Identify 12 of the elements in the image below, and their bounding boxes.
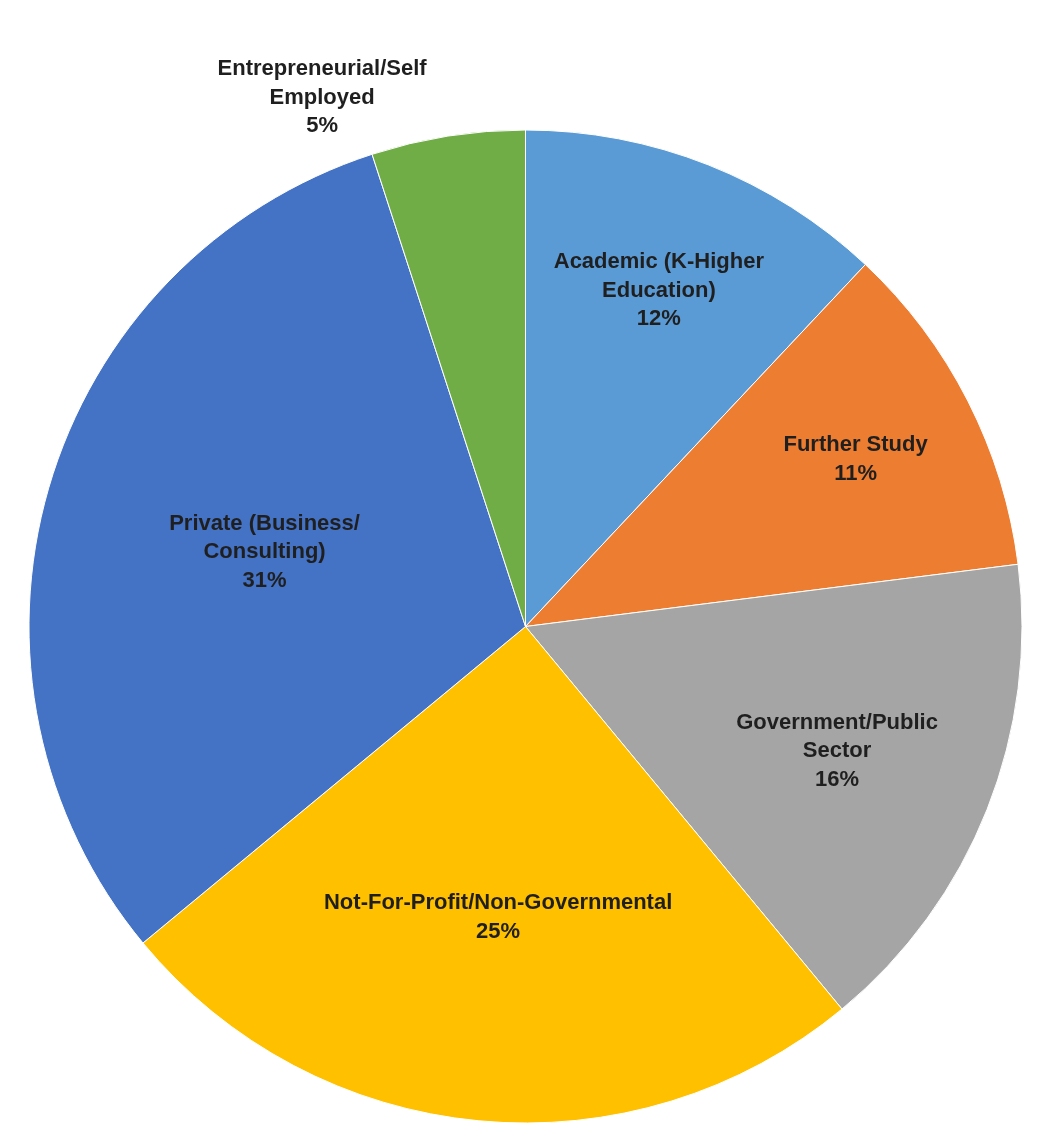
- slice-label: Entrepreneurial/Self Employed: [217, 54, 428, 109]
- slice-label: Government/Public Sector: [736, 708, 938, 763]
- data-label: 12%: [636, 305, 681, 331]
- slice-label: Not-For-Profit/Non-Governmental: [323, 889, 673, 915]
- data-label: 11%: [834, 459, 877, 485]
- slice-label: Further Study: [783, 431, 929, 457]
- slice-label: Private (Business/ Consulting): [169, 509, 360, 564]
- data-label: 31%: [242, 566, 287, 592]
- slice-label: Academic (K-Higher Education): [553, 247, 765, 302]
- data-label: 16%: [815, 765, 860, 791]
- data-label: 25%: [476, 917, 521, 943]
- data-label: 5%: [306, 112, 338, 138]
